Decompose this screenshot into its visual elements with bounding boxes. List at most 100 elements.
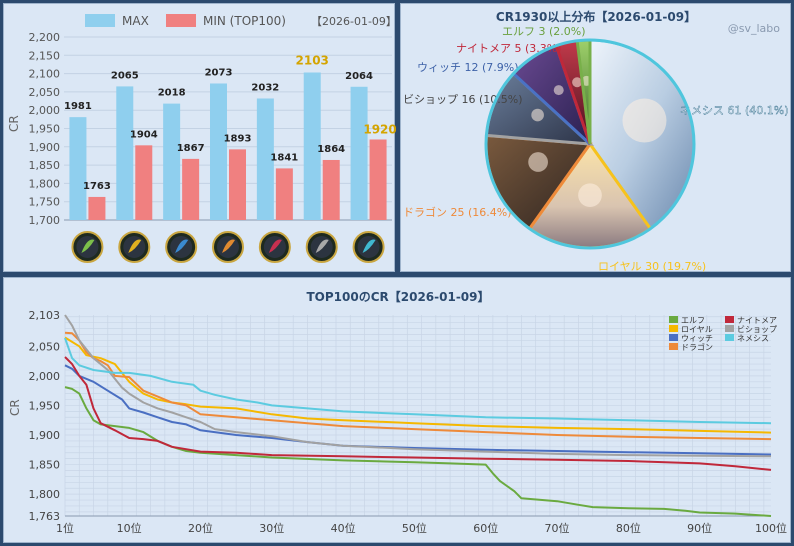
elf-icon bbox=[71, 231, 104, 263]
legend-item: ウィッチ bbox=[669, 334, 713, 343]
bar-min-value-label: 1841 bbox=[270, 152, 298, 163]
bar-min-value-label: 1763 bbox=[83, 181, 111, 192]
line-y-tick-label: 2,103 bbox=[29, 309, 61, 322]
bar-group: 2103 1864 bbox=[296, 54, 345, 220]
bar-group: 2032 1841 bbox=[251, 82, 298, 220]
line-y-axis-label: CR bbox=[8, 399, 22, 416]
bar-chart: MAX MIN (TOP100) 【2026-01-09】 CR 2,200 2,… bbox=[7, 14, 396, 263]
bar-max bbox=[210, 83, 227, 221]
line-x-tick-label: 50位 bbox=[402, 521, 427, 535]
pie-slice-label: ウィッチ 12 (7.9%) bbox=[417, 61, 519, 74]
bar-y-tick-label: 1,950 bbox=[29, 123, 61, 136]
line-y-tick-label: 2,050 bbox=[29, 340, 61, 353]
line-chart: TOP100のCR【2026-01-09】 CR 1,763 1,800 1,850… bbox=[8, 289, 787, 535]
bar-min bbox=[369, 139, 387, 220]
watermark: @sv_labo bbox=[728, 22, 781, 35]
bar-y-tick-label: 1,750 bbox=[29, 196, 61, 209]
series-line bbox=[64, 336, 772, 434]
legend-max-swatch bbox=[85, 14, 115, 27]
bar-min-value-label: 1904 bbox=[130, 129, 158, 140]
bar-max bbox=[163, 103, 181, 220]
line-y-tick-label: 1,800 bbox=[29, 488, 61, 501]
bar-y-tick-label: 2,050 bbox=[29, 86, 61, 99]
pie-slice-label: エルフ 3 (2.0%) bbox=[502, 25, 586, 38]
line-x-tick-label: 40位 bbox=[331, 521, 356, 535]
legend-item: ナイトメア bbox=[725, 316, 777, 325]
bar-y-tick-label: 1,700 bbox=[29, 214, 61, 227]
legend-min-label: MIN (TOP100) bbox=[203, 14, 286, 28]
bar-min bbox=[135, 145, 153, 220]
bar-group: 2073 1893 bbox=[205, 67, 252, 221]
bar-y-tick-label: 2,150 bbox=[29, 49, 61, 62]
bar-min bbox=[88, 196, 106, 220]
nemesis-icon bbox=[352, 231, 385, 263]
legend-label: ビショップ bbox=[737, 325, 777, 334]
line-y-tick-label: 1,763 bbox=[29, 510, 61, 523]
bar-max bbox=[256, 98, 274, 220]
nightmare-icon bbox=[258, 231, 291, 263]
bar-min-value-label: 1893 bbox=[224, 133, 252, 144]
legend-label: エルフ bbox=[681, 316, 705, 325]
bar-max bbox=[303, 72, 321, 220]
pie-slice-label: ネメシス 61 (40.1%) bbox=[680, 104, 789, 117]
line-x-tick-label: 100位 bbox=[755, 521, 787, 535]
dragon-icon bbox=[212, 231, 244, 263]
witch-icon bbox=[165, 231, 198, 263]
bar-y-tick-label: 2,200 bbox=[29, 31, 61, 44]
bar-max bbox=[350, 86, 368, 220]
line-x-tick-label: 1位 bbox=[56, 521, 74, 535]
bar-max-value-label: 2064 bbox=[345, 71, 373, 82]
bar-y-tick-label: 1,900 bbox=[29, 141, 61, 154]
cr1930-pie-chart-panel: CR1930以上分布【2026-01-09】 @sv_labo ネメシス 61 … bbox=[400, 3, 791, 273]
pie-slice-label: ロイヤル 30 (19.7%) bbox=[598, 260, 706, 273]
bar-max bbox=[116, 86, 134, 220]
legend-item: ビショップ bbox=[725, 325, 777, 334]
bishop-icon bbox=[305, 231, 338, 263]
line-x-tick-label: 10位 bbox=[117, 521, 142, 535]
legend-min-swatch bbox=[166, 14, 196, 27]
legend-label: ドラゴン bbox=[681, 342, 713, 352]
legend-label: ネメシス bbox=[737, 334, 769, 343]
legend-label: ナイトメア bbox=[737, 316, 777, 325]
bar-min bbox=[322, 159, 340, 220]
legend-max-label: MAX bbox=[122, 14, 149, 28]
bar-max-value-label: 2073 bbox=[205, 67, 233, 78]
legend-item: ドラゴン bbox=[669, 342, 713, 352]
legend-swatch bbox=[669, 316, 678, 323]
pie-slice-label: ビショップ 16 (10.5%) bbox=[403, 93, 523, 106]
legend-swatch bbox=[725, 325, 734, 332]
bar-y-tick-label: 2,100 bbox=[29, 68, 61, 81]
legend-swatch bbox=[725, 334, 734, 341]
bar-min-value-label: 1920 bbox=[363, 122, 396, 136]
bar-min-value-label: 1864 bbox=[317, 144, 345, 155]
bar-min bbox=[182, 158, 200, 220]
legend-item: エルフ bbox=[669, 316, 705, 325]
bar-group: 1981 1763 bbox=[64, 101, 111, 220]
legend-label: ロイヤル bbox=[681, 325, 713, 334]
bar-y-tick-label: 2,000 bbox=[29, 104, 61, 117]
bar-min-value-label: 1867 bbox=[177, 143, 205, 154]
series-line bbox=[64, 356, 772, 471]
line-x-tick-label: 60位 bbox=[473, 521, 498, 535]
bar-y-tick-label: 1,850 bbox=[29, 159, 61, 172]
bar-max-value-label: 2032 bbox=[251, 82, 279, 93]
legend-swatch bbox=[669, 334, 678, 341]
series-line bbox=[64, 314, 772, 458]
bar-min bbox=[275, 168, 293, 220]
royal-icon bbox=[118, 231, 151, 263]
bar-max-value-label: 2065 bbox=[111, 70, 139, 81]
legend-item: ロイヤル bbox=[669, 325, 713, 334]
line-y-tick-label: 2,000 bbox=[29, 370, 61, 383]
bar-min bbox=[229, 149, 246, 220]
legend-label: ウィッチ bbox=[681, 334, 713, 343]
legend-swatch bbox=[669, 343, 678, 350]
line-x-tick-label: 80位 bbox=[616, 521, 641, 535]
bar-y-axis-label: CR bbox=[7, 115, 21, 132]
line-x-tick-label: 70位 bbox=[545, 521, 570, 535]
pie-outline bbox=[484, 38, 696, 250]
bar-group: 2065 1904 bbox=[111, 70, 158, 220]
top100-line-chart-panel: TOP100のCR【2026-01-09】 CR 1,763 1,800 1,850… bbox=[3, 277, 791, 543]
bar-max-value-label: 2018 bbox=[158, 88, 186, 99]
bar-group: 2064 1920 bbox=[345, 71, 396, 220]
legend-item: ネメシス bbox=[725, 334, 769, 343]
